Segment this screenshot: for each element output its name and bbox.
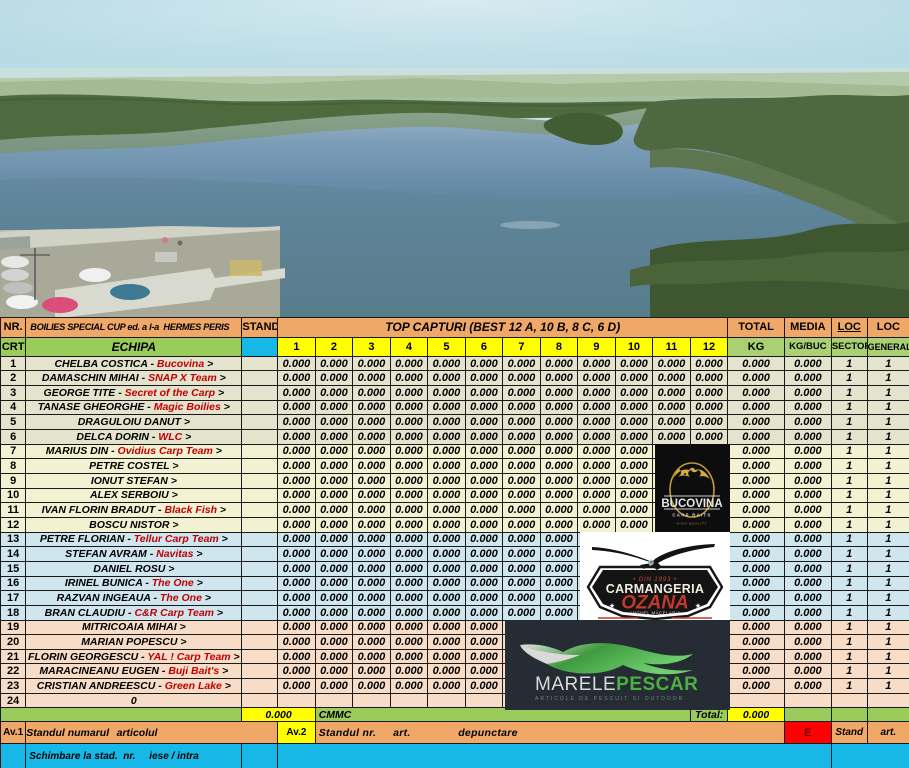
svg-text:MARELEPESCAR: MARELEPESCAR [535,674,698,695]
svg-text:★: ★ [695,602,701,610]
svg-text:HIGH QUALITY: HIGH QUALITY [677,521,708,525]
svg-text:ARTICOLE DE PESCUIT SI OUTDOOR: ARTICOLE DE PESCUIT SI OUTDOOR [535,696,684,702]
svg-text:BUCOVINA: BUCOVINA [661,498,722,510]
svg-text:CARP BAITS: CARP BAITS [672,512,711,517]
svg-text:ANGHEL MĂCELARU': ANGHEL MĂCELARU' [629,609,680,615]
svg-text:★: ★ [609,602,615,610]
